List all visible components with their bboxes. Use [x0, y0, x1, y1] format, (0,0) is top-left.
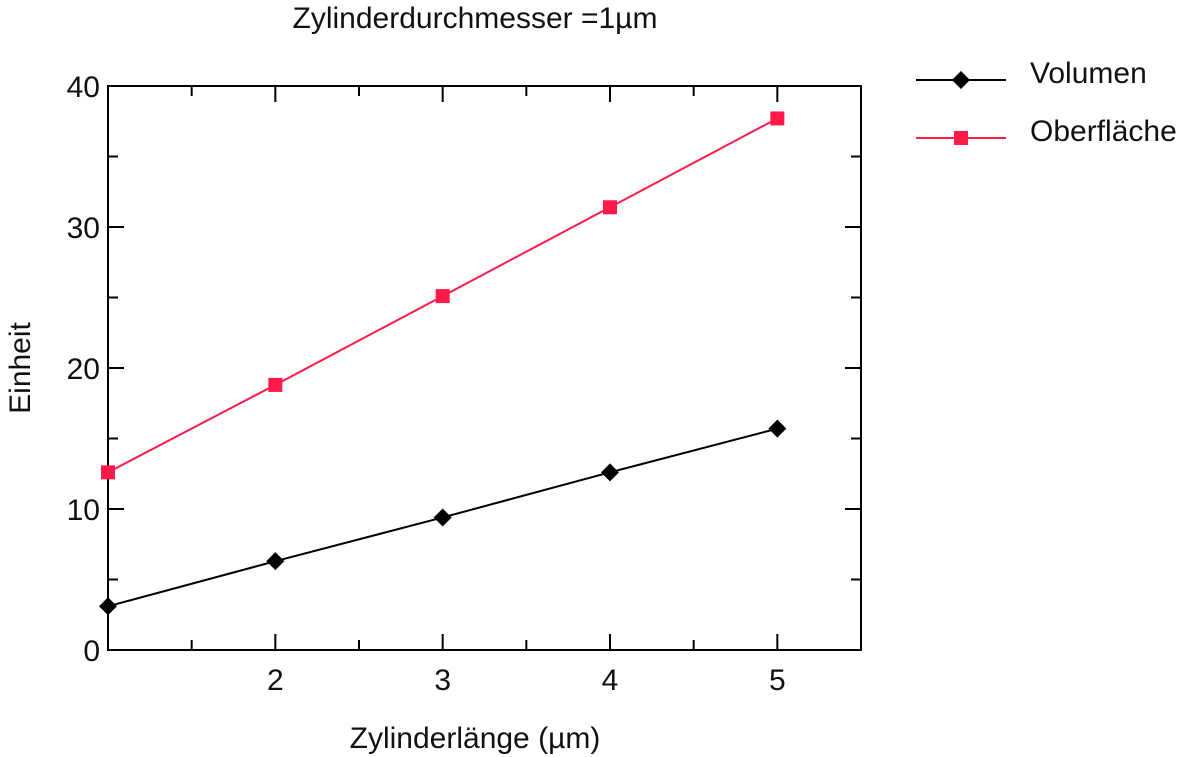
data-point [268, 377, 283, 392]
data-point [99, 597, 117, 616]
y-tick-label: 40 [67, 71, 100, 104]
legend-label: Oberfläche [1030, 115, 1177, 148]
x-tick-label: 2 [267, 664, 284, 697]
data-point [101, 465, 115, 480]
x-axis-label: Zylinderlänge (µm) [350, 722, 601, 755]
series-lines [107, 117, 778, 608]
axis-ticks [108, 85, 861, 651]
data-point [770, 111, 785, 126]
tick-labels: 2 3 4 5 0 10 20 30 40 [67, 71, 786, 697]
y-tick-label: 0 [83, 635, 100, 668]
y-tick-label: 10 [67, 494, 100, 527]
chart-title: Zylinderdurchmesser =1µm [293, 2, 658, 35]
data-point [768, 419, 787, 438]
data-point [435, 289, 450, 304]
data-point [601, 463, 619, 482]
legend: Volumen Oberfläche [916, 57, 1177, 148]
x-tick-label: 5 [769, 664, 786, 697]
y-axis-label: Einheit [4, 321, 37, 413]
y-tick-label: 30 [67, 212, 100, 245]
data-point [603, 200, 617, 215]
legend-marker [952, 71, 970, 89]
plot-frame [107, 85, 862, 651]
series-markers [99, 111, 787, 616]
y-tick-label: 20 [67, 353, 100, 386]
data-point [266, 552, 285, 571]
data-point [433, 508, 452, 527]
x-tick-label: 3 [434, 664, 451, 697]
legend-label: Volumen [1030, 57, 1147, 90]
x-tick-label: 4 [602, 664, 619, 697]
legend-marker [954, 131, 968, 145]
